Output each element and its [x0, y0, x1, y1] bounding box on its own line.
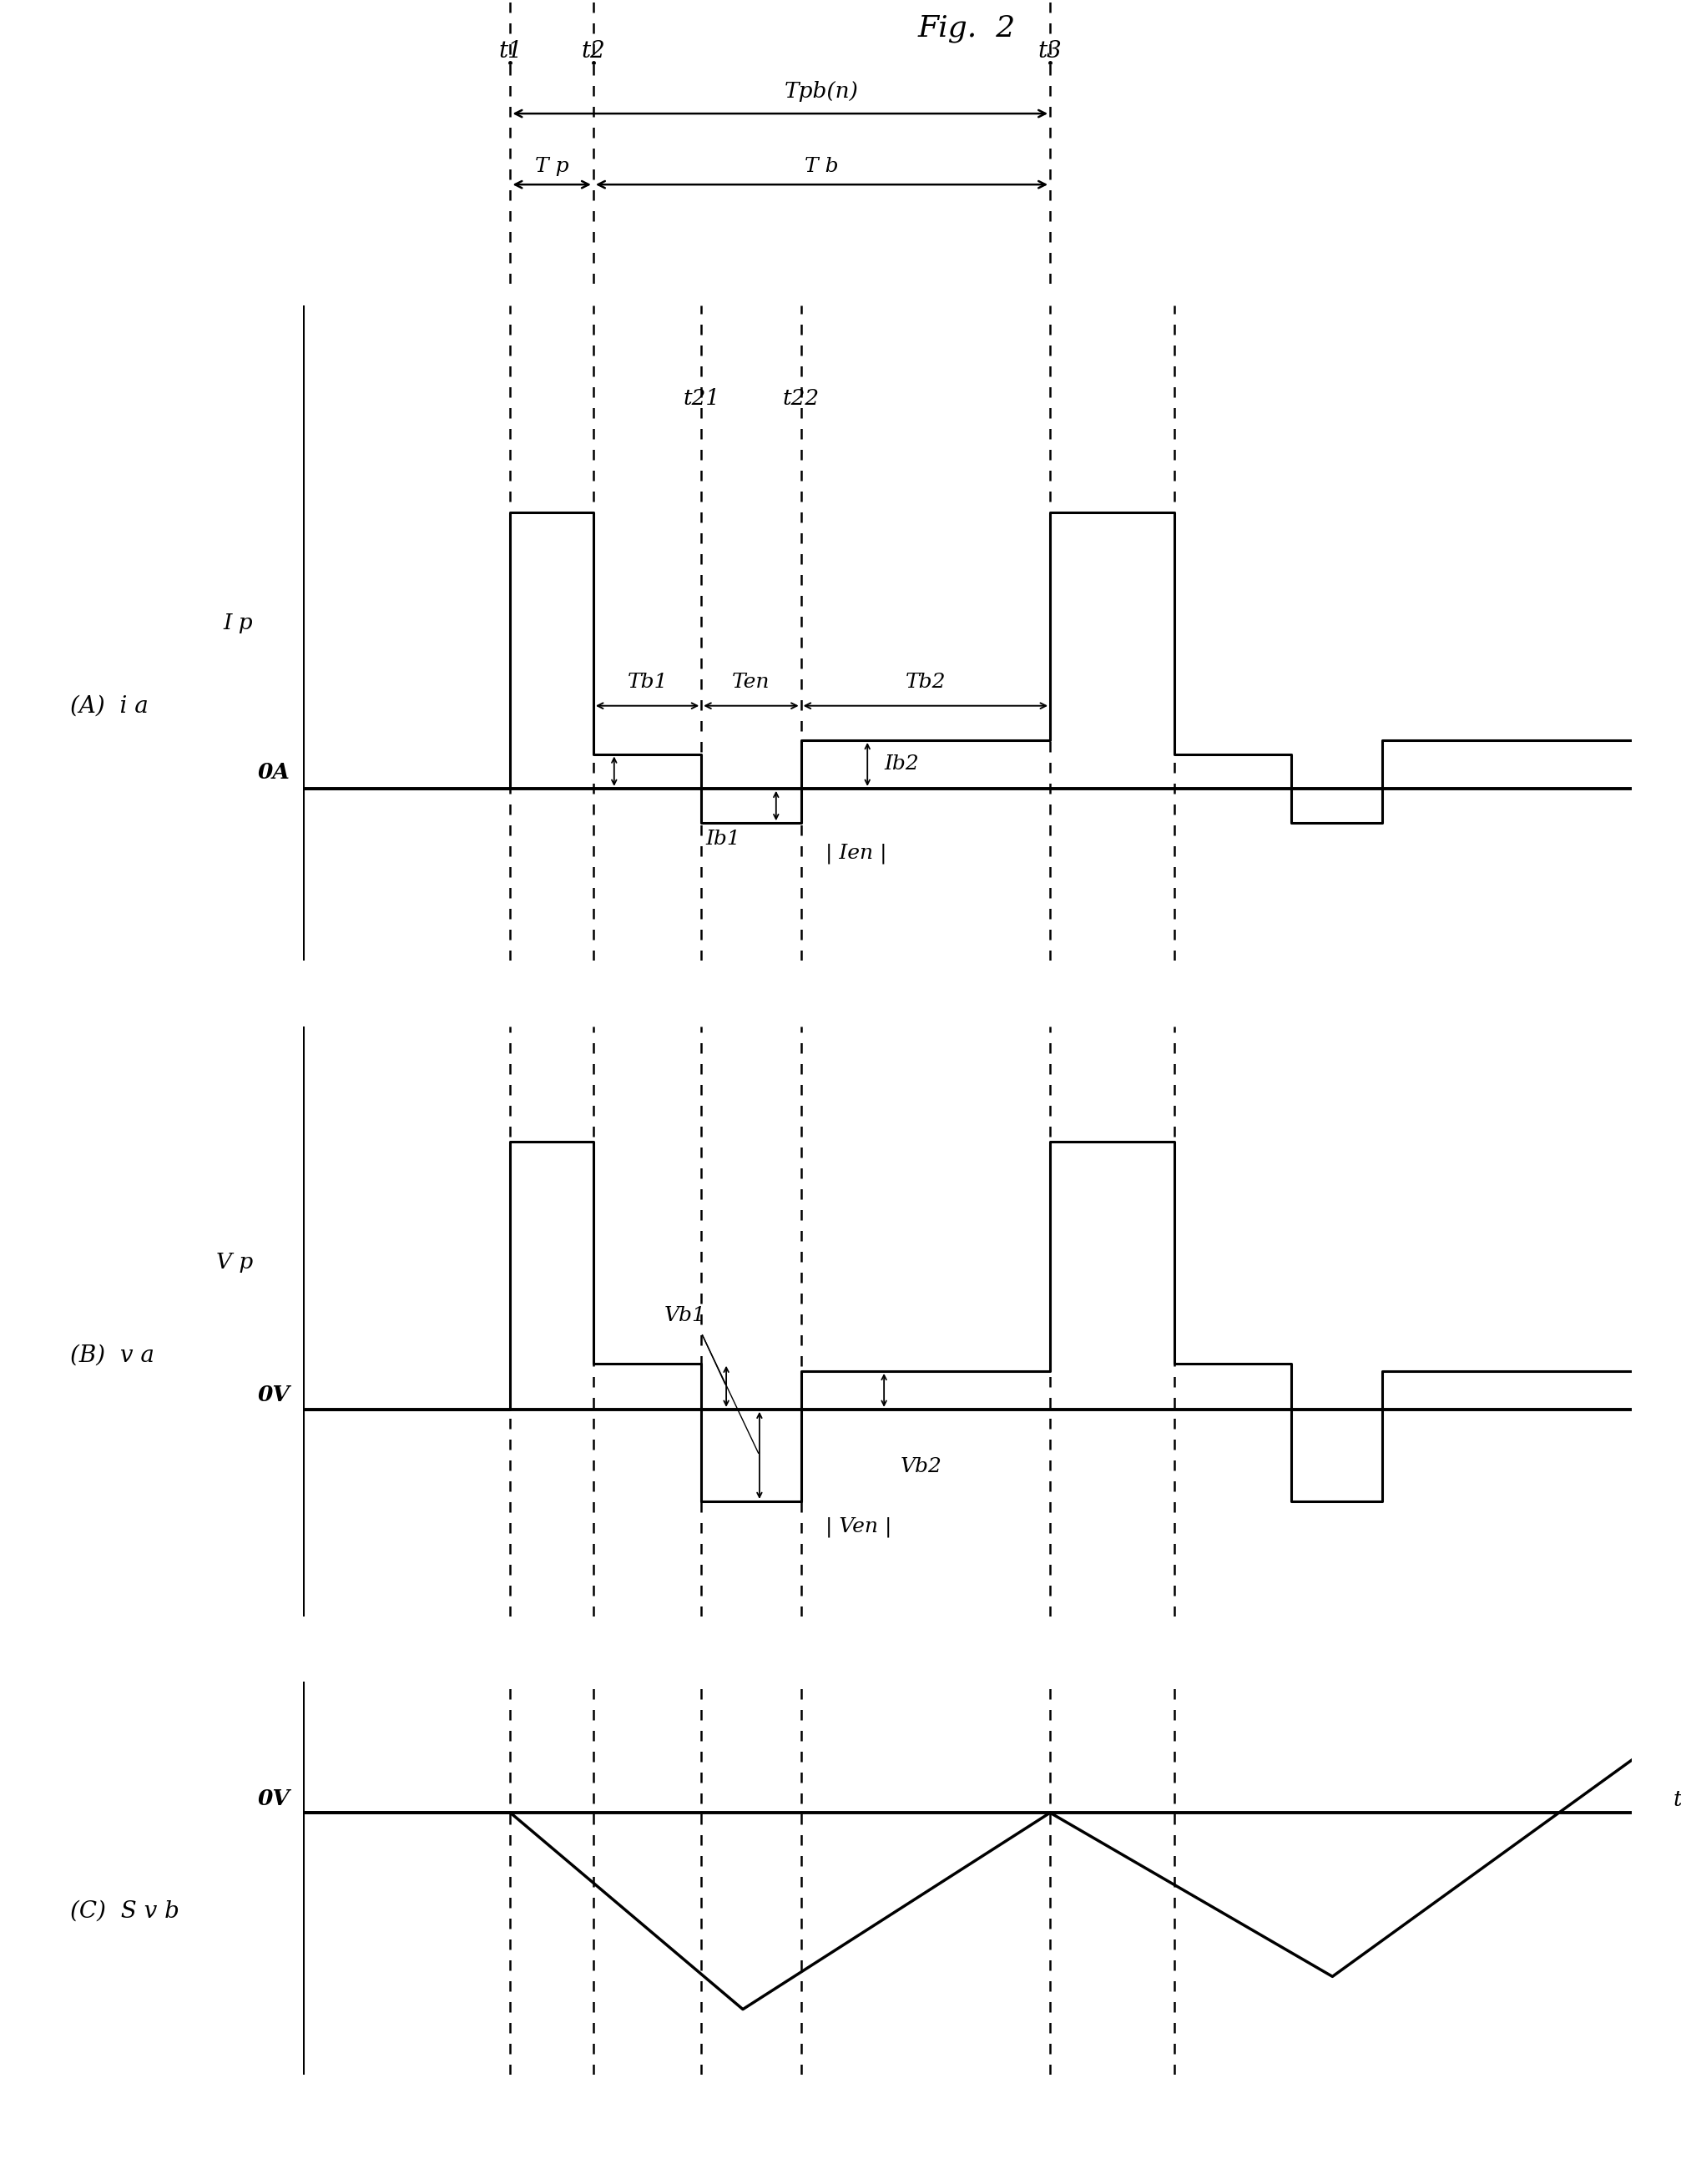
Text: 0A: 0A [257, 762, 291, 784]
Text: Vb2: Vb2 [901, 1457, 941, 1476]
Text: Ib1: Ib1 [704, 830, 740, 850]
Text: t22: t22 [782, 389, 819, 408]
Text: Tb2: Tb2 [904, 673, 945, 692]
Text: V p: V p [215, 1251, 252, 1273]
Text: Fig.  2: Fig. 2 [918, 13, 1015, 41]
Text: t1: t1 [498, 39, 523, 63]
Text: t: t [1673, 1789, 1681, 1811]
Text: (A)  i a: (A) i a [71, 695, 148, 716]
Text: (C)  S v b: (C) S v b [71, 1900, 180, 1922]
Text: I p: I p [224, 612, 252, 633]
Text: t21: t21 [682, 389, 719, 408]
Text: T b: T b [805, 157, 839, 177]
Text: t3: t3 [1037, 39, 1062, 63]
Text: (B)  v a: (B) v a [71, 1345, 155, 1367]
Text: | Ven |: | Ven | [825, 1516, 891, 1538]
Text: | Ien |: | Ien | [825, 843, 888, 865]
Text: Vb1: Vb1 [664, 1306, 706, 1326]
Text: Tpb(n): Tpb(n) [785, 81, 859, 103]
Text: Ten: Ten [731, 673, 770, 692]
Text: T p: T p [535, 157, 568, 177]
Text: 0V: 0V [257, 1385, 291, 1406]
Text: t2: t2 [582, 39, 605, 63]
Text: Tb1: Tb1 [627, 673, 667, 692]
Text: Ib2: Ib2 [884, 756, 918, 773]
Text: 0V: 0V [257, 1789, 291, 1808]
